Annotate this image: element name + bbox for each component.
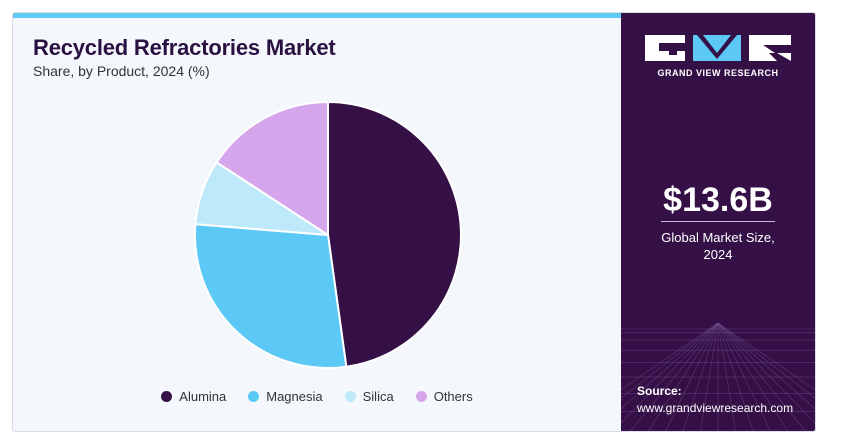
- market-size-label: Global Market Size, 2024: [621, 229, 815, 263]
- logo-v-icon: [693, 35, 741, 61]
- market-size-label-line2: 2024: [703, 247, 733, 262]
- legend-item-alumina: Alumina: [161, 389, 226, 404]
- source-label: Source:: [637, 384, 682, 398]
- logo-r-icon: [749, 35, 791, 61]
- pie-slice-alumina: [327, 100, 462, 368]
- summary-panel: GRAND VIEW RESEARCH $13.6B Global Market…: [621, 13, 815, 431]
- legend-label: Silica: [362, 389, 394, 404]
- pie-slice-magnesia: [194, 223, 348, 369]
- chart-legend: Alumina Magnesia Silica Others: [13, 389, 621, 404]
- market-size-divider: [661, 221, 775, 222]
- legend-item-magnesia: Magnesia: [248, 389, 323, 404]
- market-size-value: $13.6B: [663, 181, 773, 219]
- legend-swatch: [248, 391, 260, 402]
- legend-swatch: [415, 391, 427, 402]
- legend-item-others: Others: [415, 389, 473, 404]
- top-accent-bar: [13, 13, 621, 18]
- legend-label: Others: [433, 389, 473, 404]
- decorative-grid: [621, 323, 815, 431]
- legend-item-silica: Silica: [344, 389, 394, 404]
- chart-panel: Recycled Refractories Market Share, by P…: [13, 13, 621, 431]
- chart-subtitle: Share, by Product, 2024 (%): [33, 63, 210, 79]
- logo-g-icon: [645, 35, 685, 61]
- infographic-card: Recycled Refractories Market Share, by P…: [12, 12, 816, 432]
- legend-label: Magnesia: [266, 389, 323, 404]
- source-url: www.grandviewresearch.com: [637, 401, 794, 415]
- legend-swatch: [161, 391, 173, 402]
- logo-text: GRAND VIEW RESEARCH: [657, 68, 779, 78]
- legend-swatch: [344, 391, 356, 402]
- grand-view-research-logo: [645, 35, 791, 61]
- chart-title: Recycled Refractories Market: [33, 35, 336, 60]
- market-size-label-line1: Global Market Size,: [661, 230, 775, 245]
- pie-chart: [194, 100, 462, 369]
- legend-label: Alumina: [179, 389, 227, 404]
- pie-slice-others: [215, 100, 329, 237]
